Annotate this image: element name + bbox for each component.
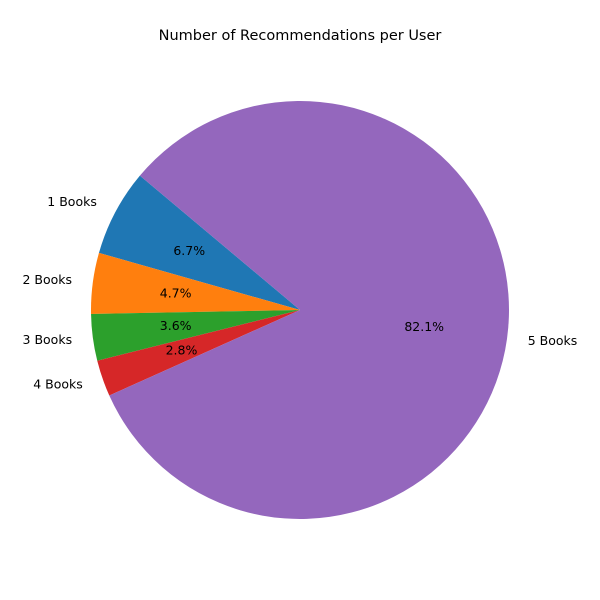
slice-category-label: 5 Books bbox=[528, 333, 578, 348]
slice-category-label: 4 Books bbox=[33, 377, 83, 392]
chart-title: Number of Recommendations per User bbox=[159, 28, 442, 44]
slice-category-label: 3 Books bbox=[23, 332, 73, 347]
pie-labels: 1 Books 6.7% 2 Books 4.7% 3 Books 3.6% 4 Books… bbox=[22, 194, 577, 392]
pie-slice-2 bbox=[90, 252, 300, 314]
slice-percent-label: 82.1% bbox=[404, 319, 444, 334]
pie-slice-1 bbox=[98, 175, 300, 310]
slice-percent-label: 6.7% bbox=[173, 243, 205, 258]
pie-slice-4 bbox=[97, 310, 300, 396]
pie-slice-3 bbox=[91, 310, 300, 361]
pie-slices bbox=[90, 100, 510, 519]
slice-percent-label: 3.6% bbox=[160, 318, 192, 333]
slice-category-label: 1 Books bbox=[47, 194, 97, 209]
slice-category-label: 2 Books bbox=[22, 272, 72, 287]
slice-percent-label: 2.8% bbox=[166, 343, 198, 358]
pie-slice-5 bbox=[109, 100, 510, 519]
slice-percent-label: 4.7% bbox=[160, 285, 192, 300]
